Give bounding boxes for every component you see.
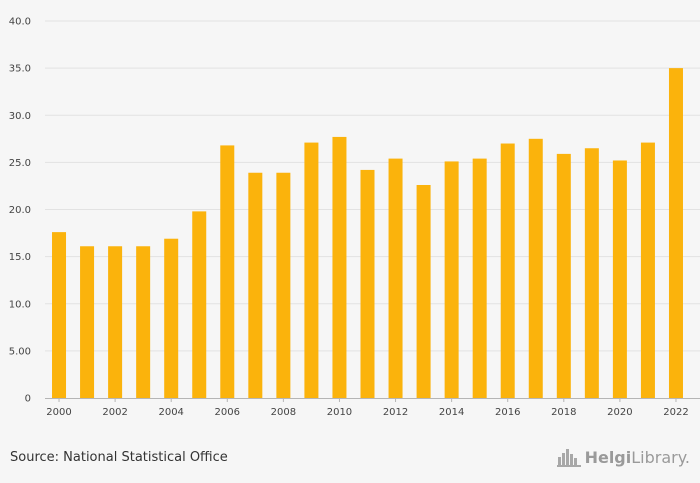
- bar-2009: [304, 142, 319, 398]
- bar-2008: [276, 172, 291, 398]
- bar-2020: [612, 160, 627, 398]
- library-skyline-icon: [556, 448, 581, 467]
- y-tick-label: 10.0: [9, 299, 31, 310]
- brand-name: HelgiLibrary.: [585, 448, 690, 467]
- x-tick-label: 2010: [327, 407, 352, 418]
- bar-2011: [360, 169, 375, 398]
- y-tick-label: 20.0: [9, 205, 31, 216]
- bar-2000: [52, 232, 67, 398]
- bar-2001: [80, 246, 95, 398]
- x-tick-label: 2006: [215, 407, 240, 418]
- x-tick-label: 2000: [46, 407, 71, 418]
- y-tick-label: 15.0: [9, 252, 31, 263]
- bar-2007: [248, 172, 263, 398]
- y-tick-label: 35.0: [9, 64, 31, 75]
- x-axis-ticks: 2000 2002 2004 2006 2008 2010 2012 2014 2016 2018…: [46, 398, 689, 418]
- x-tick-label: 2018: [551, 407, 576, 418]
- bar-2004: [164, 238, 179, 398]
- brand-logo: HelgiLibrary.: [556, 448, 690, 467]
- y-axis-ticks: 0 5.00 10.0 15.0 20.0 25.0 30.0 35.0 40.0: [9, 17, 31, 405]
- x-tick-label: 2014: [439, 407, 464, 418]
- bar-2022: [668, 68, 683, 398]
- bar-2017: [528, 138, 543, 398]
- bar-2018: [556, 153, 571, 398]
- bar-2016: [500, 143, 515, 398]
- x-tick-label: 2002: [102, 407, 127, 418]
- bar-2013: [416, 184, 431, 398]
- bar-2003: [136, 246, 151, 398]
- y-tick-label: 5.00: [9, 346, 31, 357]
- source-note: Source: National Statistical Office: [10, 450, 228, 465]
- x-tick-label: 2022: [663, 407, 688, 418]
- x-tick-label: 2004: [158, 407, 183, 418]
- bars: [52, 68, 683, 399]
- y-tick-label: 40.0: [9, 17, 31, 28]
- bar-2010: [332, 136, 347, 399]
- bar-2012: [388, 158, 403, 398]
- bar-2019: [584, 148, 599, 398]
- bar-2015: [472, 158, 487, 398]
- bar-2014: [444, 161, 459, 398]
- x-tick-label: 2020: [607, 407, 632, 418]
- x-tick-label: 2008: [271, 407, 296, 418]
- bar-2005: [192, 211, 207, 398]
- bar-2021: [640, 142, 655, 398]
- bar-2006: [220, 145, 235, 398]
- brand-name-part2: Library.: [631, 448, 690, 467]
- y-tick-label: 30.0: [9, 111, 31, 122]
- x-tick-label: 2012: [383, 407, 408, 418]
- y-tick-label: 25.0: [9, 158, 31, 169]
- x-tick-label: 2016: [495, 407, 520, 418]
- y-tick-label: 0: [25, 394, 31, 405]
- bar-2002: [108, 246, 123, 398]
- brand-name-part1: Helgi: [584, 448, 632, 467]
